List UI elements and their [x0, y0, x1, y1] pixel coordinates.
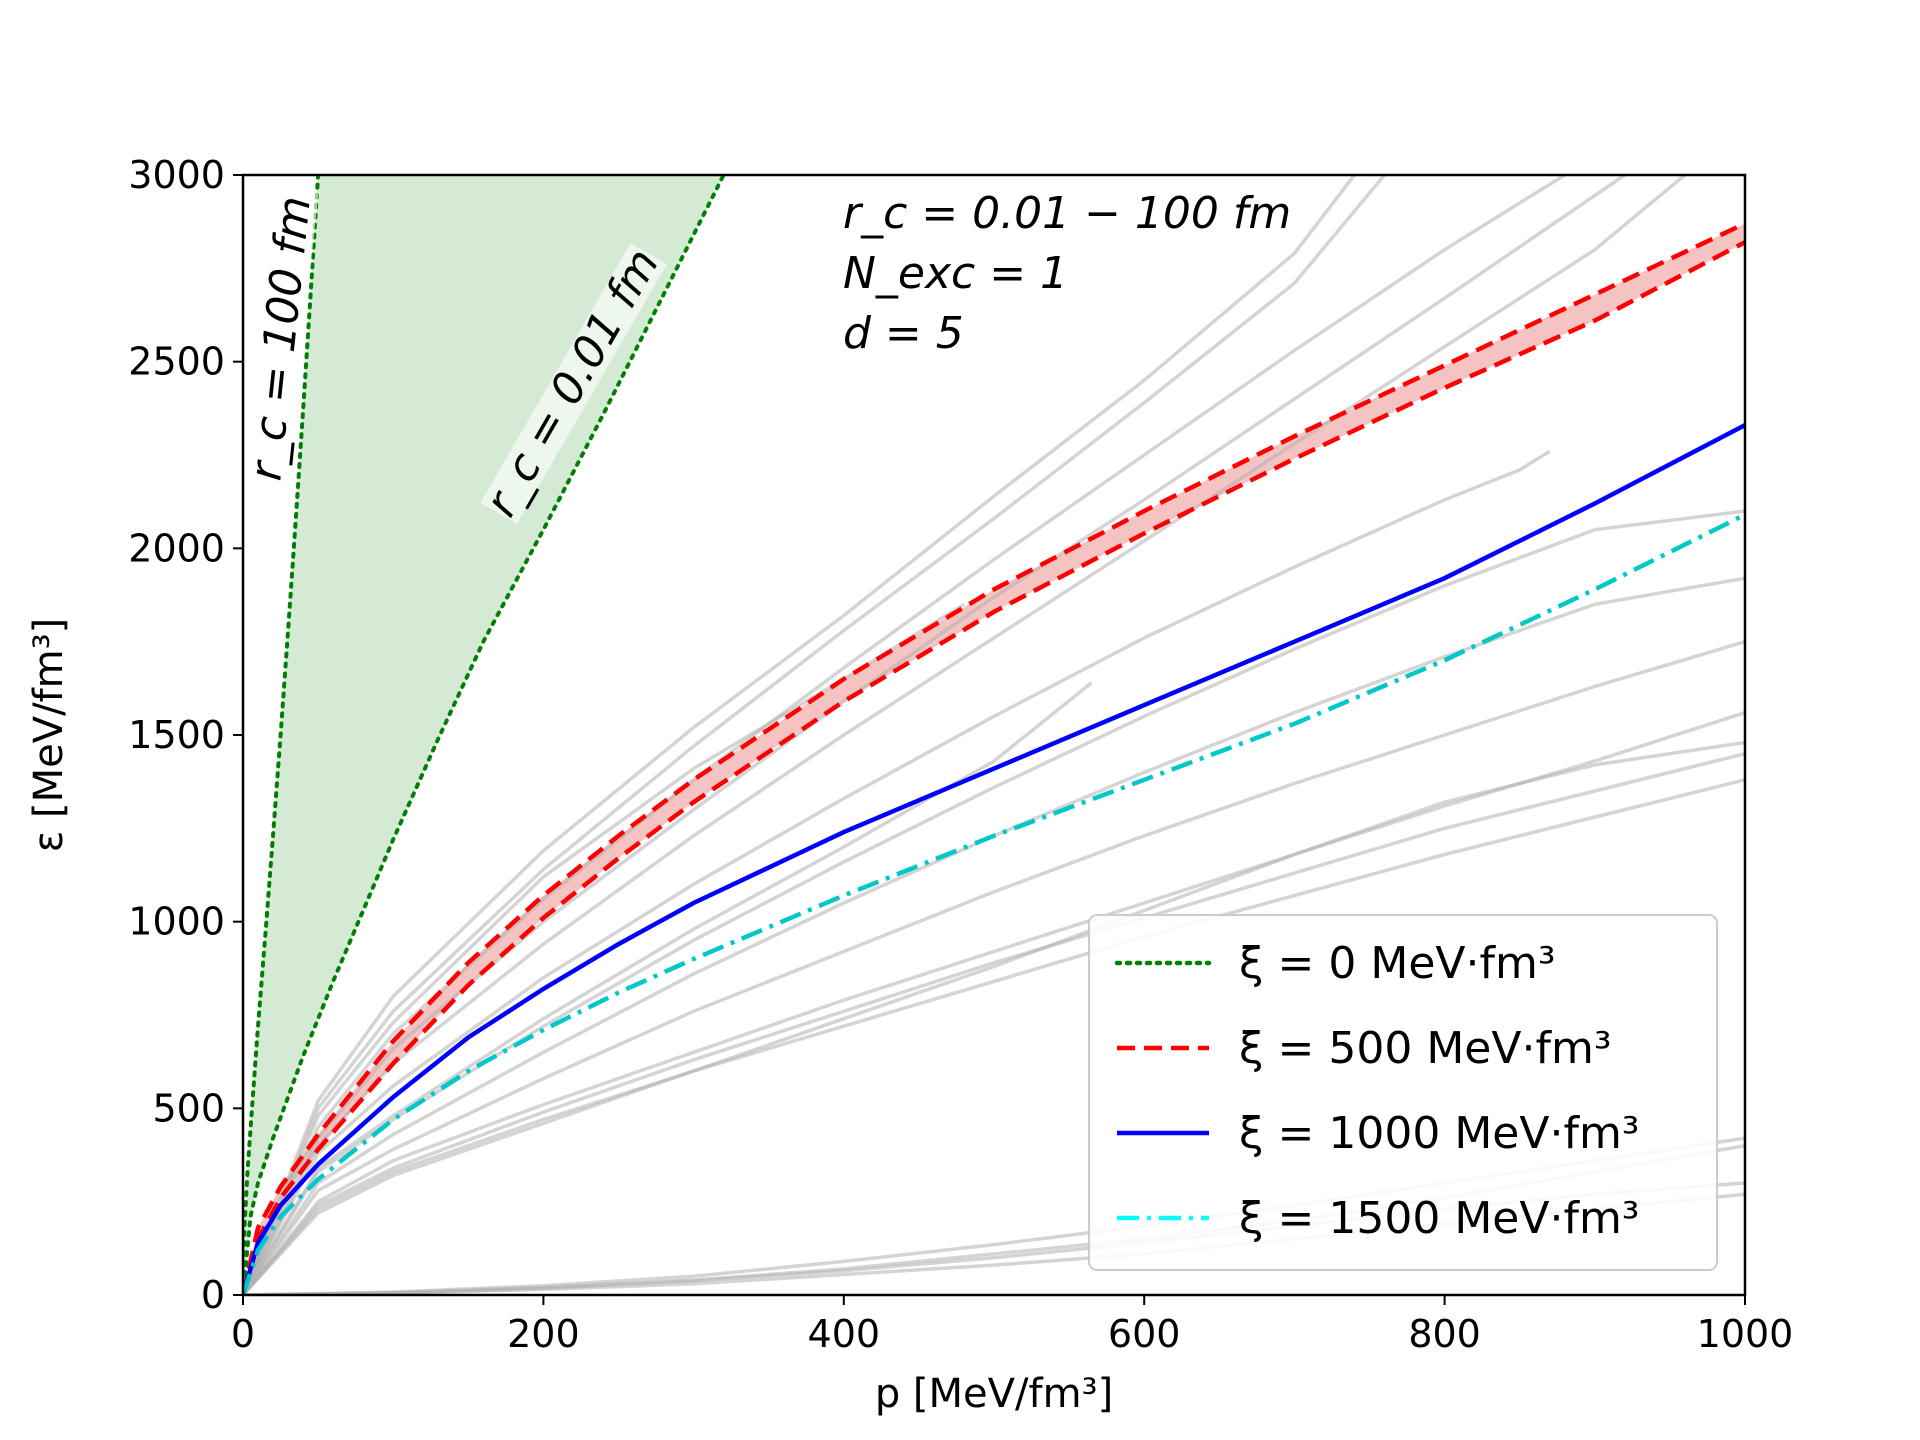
series-0-curve-0 — [243, 175, 321, 1295]
y-tick-label: 500 — [152, 1086, 225, 1130]
y-axis-label: ε [MeV/fm³] — [26, 618, 72, 853]
x-tick-label: 800 — [1408, 1312, 1481, 1356]
series-0-curve-1 — [243, 175, 726, 1295]
annotation-line: d = 5 — [843, 308, 964, 359]
background-curve-12 — [243, 710, 1745, 1295]
y-tick-label: 2500 — [128, 340, 225, 384]
background-curve-10 — [243, 640, 1745, 1295]
series-1-curve-1 — [243, 221, 1745, 1295]
shaded-bands — [243, 175, 1745, 1295]
background-curve-3 — [243, 175, 1626, 1295]
background-curve-9 — [243, 576, 1745, 1295]
y-tick-label: 0 — [201, 1273, 225, 1317]
background-curve-2 — [243, 175, 1566, 1295]
plot-area — [243, 175, 1745, 1295]
annotation-line: r_c = 0.01 − 100 fm — [843, 188, 1291, 239]
x-tick-label: 600 — [1108, 1312, 1181, 1356]
y-tick-label: 2000 — [128, 526, 225, 570]
background-curve-0 — [243, 175, 1356, 1295]
background-curve-4 — [243, 175, 1687, 1295]
y-tick-label: 3000 — [128, 153, 225, 197]
x-axis-ticks: 0 200 400 600 800 1000 — [231, 1295, 1793, 1356]
band-0 — [243, 175, 724, 1295]
x-tick-label: 1000 — [1697, 1312, 1794, 1356]
series-curves — [243, 175, 1745, 1295]
background-curve-7 — [243, 681, 1093, 1295]
y-tick-label: 1000 — [128, 900, 225, 944]
series-3-curve-0 — [243, 512, 1745, 1295]
background-curves — [243, 175, 1745, 1295]
x-tick-label: 0 — [231, 1312, 255, 1356]
background-curve-6 — [243, 449, 1551, 1295]
background-curve-14 — [243, 740, 1745, 1295]
x-tick-label: 200 — [507, 1312, 580, 1356]
x-axis-label: p [MeV/fm³] — [875, 1371, 1113, 1417]
series-2-curve-0 — [243, 423, 1745, 1295]
y-axis-ticks: 0 500 1000 1500 2000 2500 3000 — [128, 153, 243, 1317]
background-curve-11 — [243, 752, 1745, 1295]
legend-label: ξ = 1000 MeV·fm³ — [1239, 1108, 1639, 1159]
legend-label: ξ = 500 MeV·fm³ — [1239, 1023, 1611, 1074]
y-tick-label: 1500 — [128, 713, 225, 757]
legend-box — [1088, 914, 1718, 1271]
annotation-line: N_exc = 1 — [843, 248, 1068, 299]
annotation: r_c = 0.01 − 100 fm N_exc = 1 d = 5 — [843, 188, 1291, 359]
legend-label: ξ = 1500 MeV·fm³ — [1239, 1193, 1639, 1244]
background-curve-13 — [243, 778, 1745, 1295]
background-curve-1 — [243, 175, 1386, 1295]
x-tick-label: 400 — [808, 1312, 881, 1356]
legend-label: ξ = 0 MeV·fm³ — [1239, 938, 1555, 989]
series-1-curve-0 — [243, 240, 1745, 1295]
legend: ξ = 0 MeV·fm³ ξ = 500 MeV·fm³ ξ = 1000 MeV… — [1088, 914, 1718, 1271]
